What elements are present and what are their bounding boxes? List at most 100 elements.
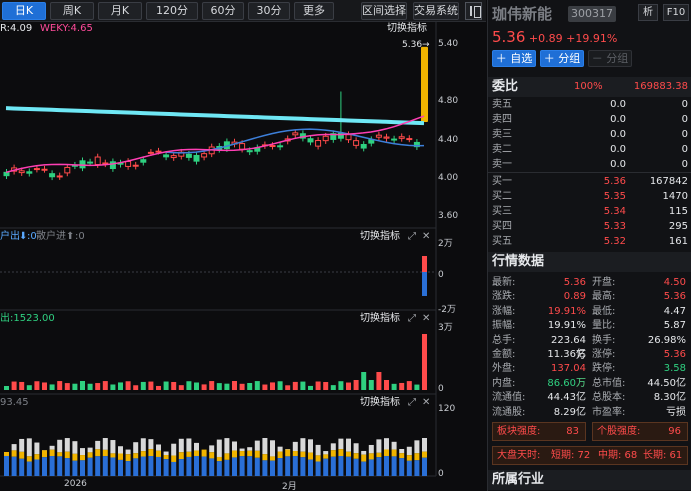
remove-group-button[interactable]: － 分组: [588, 50, 632, 67]
stack-bar-gray: [338, 438, 344, 450]
main-ytick: 5.40: [438, 39, 459, 49]
main-wky-value: WEKY:4.65: [40, 23, 93, 34]
add-watchlist-button[interactable]: ＋ 自选: [492, 50, 536, 67]
stack-bar-gray: [277, 446, 283, 452]
vol-ytick: 3万: [438, 323, 453, 333]
stack-bar-gray: [148, 439, 154, 450]
quote-value: 5.36: [563, 277, 586, 288]
stock-strength: 个股强度: 96: [592, 422, 688, 441]
flow-close-icon[interactable]: ✕: [422, 231, 431, 242]
quote-value: 4.50: [663, 277, 686, 288]
panel-toggle-icon[interactable]: [465, 2, 482, 20]
ask-row[interactable]: 卖一 0.0 0: [488, 157, 691, 172]
period-tab-60min[interactable]: 60分: [202, 2, 244, 20]
bid-price: 5.32: [603, 236, 626, 247]
stack-bar-yellow: [270, 456, 275, 461]
volume-bar: [323, 382, 329, 390]
chart-canvas[interactable]: [0, 22, 486, 491]
candle-body: [360, 144, 367, 149]
candle-body: [102, 162, 109, 165]
ask-volume: 0: [681, 129, 688, 140]
flow-switch-indicator[interactable]: 切换指标: [360, 231, 400, 242]
quote-label: 跌停:: [592, 363, 616, 375]
volume-bar: [368, 380, 374, 390]
bid-label: 买二: [492, 191, 512, 202]
bid-row[interactable]: 买二 5.35 1470: [488, 189, 691, 204]
stack-bar-blue: [171, 461, 177, 476]
period-tab-day[interactable]: 日K: [2, 2, 46, 20]
volume-bar: [399, 382, 405, 390]
stack-bar-blue: [42, 457, 47, 476]
trade-system-button[interactable]: 交易系统: [413, 2, 459, 20]
main-switch-indicator[interactable]: 切换指标: [387, 23, 427, 34]
stack-bar-yellow: [42, 450, 47, 458]
analysis-button[interactable]: 析: [638, 4, 658, 21]
range-select-button[interactable]: 区间选择: [361, 2, 407, 20]
quote-label: 总手:: [492, 334, 516, 346]
stack-bar-yellow: [353, 453, 359, 459]
add-group-button[interactable]: ＋ 分组: [540, 50, 584, 67]
quote-value: 4.47: [663, 305, 686, 317]
price-change: +0.89: [528, 32, 563, 45]
period-tab-week[interactable]: 周K: [50, 2, 94, 20]
stack-bar-gray: [178, 438, 184, 453]
period-toolbar: 日K 周K 月K 120分 60分 30分 更多 区间选择 交易系统: [0, 0, 486, 22]
bid-row[interactable]: 买五 5.32 161: [488, 234, 691, 249]
volume-bar: [80, 381, 85, 390]
candle-body: [163, 154, 170, 158]
stack-bar-yellow: [399, 453, 405, 459]
bid-row[interactable]: 买一 5.36 167842: [488, 174, 691, 189]
stack-bar-gray: [133, 442, 139, 454]
period-tab-more[interactable]: 更多: [294, 2, 334, 20]
vol-close-icon[interactable]: ✕: [422, 313, 431, 324]
stack-bar-gray: [368, 444, 374, 454]
volume-bar: [254, 381, 260, 390]
period-tab-30min[interactable]: 30分: [248, 2, 290, 20]
candle-body: [18, 170, 25, 174]
stack-bar-blue: [270, 460, 275, 476]
candle-body: [406, 138, 413, 141]
bid-row[interactable]: 买三 5.34 115: [488, 204, 691, 219]
quote-row: 流通股: 8.29亿 市盈率: 亏损: [488, 405, 691, 420]
stack-bar-blue: [406, 460, 412, 476]
ask-row[interactable]: 卖三 0.0 0: [488, 127, 691, 142]
stack-bar-blue: [285, 456, 291, 476]
candle-body: [147, 151, 154, 154]
period-tab-120min[interactable]: 120分: [146, 2, 198, 20]
stack-bar-blue: [4, 456, 9, 476]
volume-bar: [201, 384, 207, 390]
ask-row[interactable]: 卖四 0.0 0: [488, 112, 691, 127]
volume-bar: [346, 382, 351, 390]
flow-expand-icon[interactable]: ⤢: [408, 231, 416, 242]
stack-bar-gray: [232, 441, 237, 451]
volume-bar: [19, 381, 25, 390]
f10-button[interactable]: F10: [663, 4, 689, 21]
candle-body: [87, 161, 94, 164]
bottom-close-icon[interactable]: ✕: [422, 397, 431, 408]
stack-bar-yellow: [232, 450, 237, 458]
stack-bar-yellow: [102, 449, 108, 457]
volume-bar: [148, 381, 154, 390]
period-tab-month[interactable]: 月K: [98, 2, 142, 20]
main-ytick: 4.80: [438, 96, 459, 106]
stack-bar-yellow: [376, 452, 382, 458]
vol-expand-icon[interactable]: ⤢: [408, 313, 416, 324]
ask-row[interactable]: 卖二 0.0 0: [488, 142, 691, 157]
ma-short-line: [5, 115, 425, 174]
main-ytick: 3.60: [438, 211, 459, 221]
volume-bar: [110, 384, 116, 390]
stack-bar-yellow: [315, 455, 321, 462]
volume-bar: [209, 381, 215, 390]
stack-bar-yellow: [156, 450, 161, 457]
ask-row[interactable]: 卖五 0.0 0: [488, 97, 691, 112]
ask-volume: 0: [681, 144, 688, 155]
flow-ytick: 2万: [438, 239, 453, 249]
bottom-switch-indicator[interactable]: 切换指标: [360, 397, 400, 408]
bid-row[interactable]: 买四 5.33 295: [488, 219, 691, 234]
stack-bar-gray: [110, 440, 116, 454]
quote-row: 外盘: 137.04万 跌停: 3.58: [488, 361, 691, 389]
vol-switch-indicator[interactable]: 切换指标: [360, 313, 400, 324]
bottom-expand-icon[interactable]: ⤢: [408, 397, 416, 408]
quote-label: 流通值:: [492, 392, 526, 404]
volume-bar: [171, 381, 177, 390]
